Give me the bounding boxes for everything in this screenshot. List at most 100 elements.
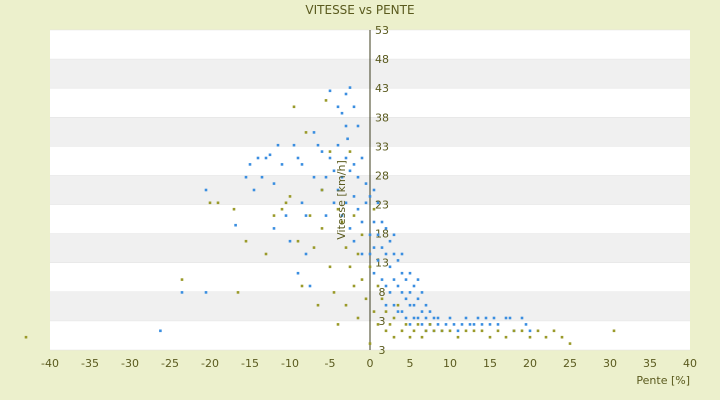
data-point — [344, 156, 348, 160]
data-point — [332, 291, 336, 294]
data-point — [560, 335, 564, 339]
data-point — [312, 175, 316, 179]
data-point — [392, 278, 396, 281]
scatter-points — [24, 86, 616, 345]
data-point — [332, 169, 336, 173]
data-point — [488, 335, 492, 339]
data-point — [352, 239, 356, 243]
data-point — [408, 271, 412, 275]
data-point — [352, 214, 356, 217]
data-point — [496, 329, 500, 333]
data-point — [272, 182, 276, 185]
data-point — [348, 150, 352, 153]
data-point — [404, 316, 408, 320]
data-point — [360, 156, 364, 160]
data-point — [420, 323, 424, 326]
data-point — [324, 214, 328, 217]
data-point — [328, 156, 332, 160]
data-point — [404, 297, 408, 301]
x-tick-label: 10 — [443, 357, 457, 370]
data-point — [380, 297, 384, 301]
data-point — [428, 323, 432, 326]
x-tick-label: -25 — [161, 357, 179, 370]
data-point — [248, 163, 252, 166]
data-point — [344, 246, 348, 249]
data-point — [340, 111, 344, 115]
y-tick-label: 33 — [375, 140, 389, 153]
data-point — [520, 329, 524, 333]
x-tick-label: -10 — [281, 357, 299, 370]
data-point — [336, 105, 340, 109]
data-point — [512, 329, 516, 333]
data-point — [320, 227, 324, 230]
data-point — [308, 214, 312, 217]
data-point — [264, 156, 268, 160]
data-point — [400, 329, 404, 333]
y-axis-label: Vitesse [km/h] — [335, 160, 348, 240]
data-point — [332, 201, 336, 205]
data-point — [356, 207, 360, 211]
data-point — [388, 239, 392, 243]
data-point — [384, 303, 388, 307]
data-point — [380, 246, 384, 249]
y-tick-label: 3 — [379, 344, 386, 357]
data-point — [384, 310, 388, 313]
data-point — [412, 284, 416, 288]
data-point — [400, 271, 404, 275]
data-point — [392, 335, 396, 339]
data-point — [368, 195, 372, 198]
data-point — [296, 271, 300, 275]
x-tick-label: -5 — [325, 357, 336, 370]
x-tick-label: 0 — [367, 357, 374, 370]
data-point — [360, 252, 364, 256]
data-point — [340, 214, 344, 217]
data-point — [504, 335, 508, 339]
data-point — [468, 323, 472, 326]
data-point — [344, 92, 348, 96]
data-point — [480, 329, 484, 333]
data-point — [552, 329, 556, 333]
x-tick-label: 30 — [603, 357, 617, 370]
chart-title: VITESSE vs PENTE — [305, 3, 414, 17]
data-point — [360, 278, 364, 281]
data-point — [368, 342, 372, 345]
data-point — [348, 86, 352, 89]
data-point — [528, 335, 532, 339]
data-point — [340, 175, 344, 179]
data-point — [368, 265, 372, 269]
data-point — [376, 323, 380, 326]
data-point — [368, 252, 372, 256]
data-point — [180, 278, 184, 281]
data-point — [328, 265, 332, 269]
data-point — [368, 233, 372, 237]
data-point — [364, 182, 368, 185]
data-point — [424, 303, 428, 307]
data-point — [159, 329, 162, 333]
x-tick-label: -35 — [81, 357, 99, 370]
data-point — [348, 227, 352, 230]
data-point — [372, 220, 376, 224]
data-point — [304, 214, 308, 217]
data-point — [376, 201, 380, 205]
y-tick-label: 43 — [375, 82, 389, 95]
data-point — [400, 252, 404, 256]
data-point — [336, 207, 340, 211]
data-point — [392, 316, 396, 320]
data-point — [252, 188, 256, 192]
y-tick-label: 8 — [379, 286, 386, 299]
data-point — [568, 342, 572, 345]
data-point — [392, 233, 396, 237]
data-point — [444, 323, 448, 326]
data-point — [492, 316, 496, 320]
data-point — [292, 105, 296, 109]
data-point — [288, 195, 292, 198]
data-point — [204, 291, 208, 294]
data-point — [396, 310, 400, 313]
data-point — [300, 284, 304, 288]
data-point — [180, 291, 184, 294]
y-tick-label: 28 — [375, 169, 389, 182]
x-tick-label: 35 — [643, 357, 657, 370]
data-point — [520, 316, 524, 320]
